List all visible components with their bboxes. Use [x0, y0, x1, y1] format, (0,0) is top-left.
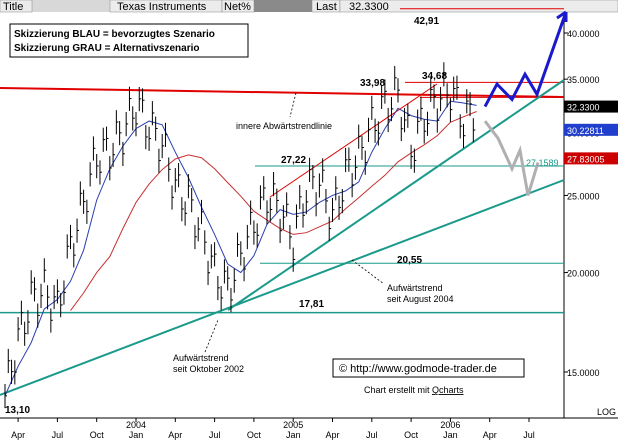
y-tick-label: 15.0000 [567, 368, 600, 378]
uptrend-aug-2004-line [227, 79, 565, 311]
last-value: 32.3300 [349, 1, 389, 13]
copyright-text: © http://www.godmode-trader.de [339, 363, 497, 375]
y-tick-label: 20.0000 [567, 269, 600, 279]
channel-line [269, 83, 438, 198]
annotation-uptrend-oct-1: Aufwärtstrend [173, 353, 229, 363]
legend-gray: Skizzierung GRAU = Alternativszenario [14, 43, 200, 54]
uptrend-oct-2002-line [0, 179, 565, 396]
x-tick-year: 2005 [283, 420, 303, 430]
scenario-gray-path [483, 120, 540, 196]
annotation-uptrend-oct-2: seit Oktober 2002 [173, 364, 244, 374]
scenario-blue-arrowhead [556, 10, 568, 22]
price-tag-bg [564, 152, 618, 165]
price-tag-label: 27.83005 [567, 154, 605, 164]
y-tick-label: 25.0000 [567, 191, 600, 201]
symbol-label: Texas Instruments [117, 1, 207, 13]
mode-label: Net% [224, 1, 251, 13]
ma-short-line [4, 100, 477, 397]
x-tick-label: Apr [483, 430, 497, 440]
annotation-inner-downtrend: innere Abwärtstrendlinie [236, 121, 332, 131]
credit-text: Chart erstellt mit Qcharts [364, 385, 464, 395]
x-tick-year: 2004 [126, 420, 146, 430]
legend-box: Skizzierung BLAU = bevorzugtes Szenario … [9, 23, 249, 58]
scenarios [483, 10, 568, 196]
x-tick-label: Oct [404, 430, 419, 440]
annotation-uptrend-aug-1: Aufwärtstrend [387, 283, 443, 293]
x-tick-label: Jan [286, 430, 301, 440]
y-tick-label: 40.0000 [567, 29, 600, 39]
qcharts-link[interactable]: Qcharts [432, 385, 464, 395]
tab-title[interactable] [0, 0, 33, 13]
level-label-3468: 34,68 [422, 71, 447, 82]
price-tag-bg [564, 100, 618, 113]
level-label-3398: 33,98 [360, 78, 385, 89]
x-tick-label: Jan [443, 430, 458, 440]
level-label-42: 42,91 [414, 16, 439, 27]
y-tick-label: 35.0000 [567, 75, 600, 85]
title-tab-label: Title [3, 1, 23, 13]
x-tick-year: 2006 [440, 420, 460, 430]
level-label-2055: 20,55 [397, 255, 422, 266]
level-label-1310: 13,10 [5, 405, 30, 416]
x-tick-label: Oct [247, 430, 262, 440]
x-tick-label: Jul [523, 430, 535, 440]
x-tick-label: Jul [209, 430, 221, 440]
price-tag-bg [564, 123, 618, 136]
x-tick-label: Jan [129, 430, 144, 440]
legend-blue: Skizzierung BLAU = bevorzugtes Szenario [14, 29, 215, 40]
inner-downtrend-line [0, 87, 565, 98]
moving-averages [4, 100, 477, 397]
x-tick-label: Apr [325, 430, 339, 440]
x-tick-label: Oct [90, 430, 105, 440]
scenario-blue-path [483, 11, 568, 108]
level-label-1781: 17,81 [299, 299, 324, 310]
log-scale-label[interactable]: LOG [597, 407, 616, 417]
price-bars [4, 62, 476, 409]
x-tick-label: Apr [11, 430, 25, 440]
annotation-27: 27.1589 [526, 158, 559, 168]
x-tick-label: Jul [52, 430, 64, 440]
price-tags: 32.3300 30.22811 27.83005 [564, 100, 618, 165]
x-tick-label: Apr [168, 430, 182, 440]
price-tag-label: 32.3300 [567, 103, 600, 113]
price-tag-label: 30.22811 [567, 126, 604, 136]
ma-long-line [70, 111, 477, 311]
annotation-uptrend-aug-2: seit August 2004 [387, 294, 454, 304]
copyright-box: © http://www.godmode-trader.de [332, 358, 525, 378]
x-tick-label: Jul [366, 430, 378, 440]
header-bar: Title Texas Instruments Net% Last 32.330… [0, 0, 618, 13]
y-tick-labels: 40.000035.000030.000025.000020.000015.00… [564, 29, 600, 378]
level-label-2722: 27,22 [281, 155, 306, 166]
last-label: Last [316, 1, 337, 13]
